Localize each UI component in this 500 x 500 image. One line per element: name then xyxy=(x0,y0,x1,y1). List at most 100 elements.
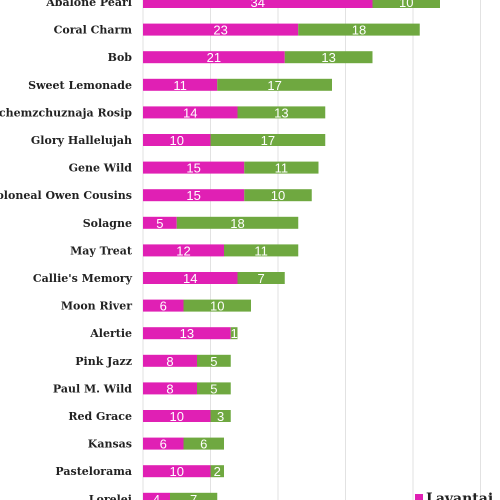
data-label: 11 xyxy=(173,78,187,93)
data-label: 11 xyxy=(254,243,268,258)
bar-series-2 xyxy=(170,492,218,500)
bar-series-2 xyxy=(298,23,420,36)
category-label: Bob xyxy=(108,51,133,64)
legend-swatch-lavantai xyxy=(415,494,423,500)
data-label: 8 xyxy=(166,354,173,369)
data-label: 7 xyxy=(190,492,197,500)
bar-series-2 xyxy=(244,161,319,174)
category-label: Moon River xyxy=(61,300,132,313)
data-label: 6 xyxy=(160,299,167,314)
bar-lavantai xyxy=(143,106,238,119)
bar-series-2 xyxy=(217,78,332,91)
data-label: 18 xyxy=(230,216,244,231)
bar-lavantai xyxy=(143,437,184,450)
bar-lavantai xyxy=(143,327,231,340)
category-label: May Treat xyxy=(70,244,133,257)
data-label: 10 xyxy=(170,464,184,479)
category-label: Pink Jazz xyxy=(75,355,132,368)
category-label: Kansas xyxy=(88,438,132,451)
category-label: Glory Hallelujah xyxy=(31,134,132,147)
bar-lavantai xyxy=(143,51,285,64)
data-label: 10 xyxy=(210,299,224,314)
category-label: Paul M. Wild xyxy=(53,382,132,395)
bar-lavantai xyxy=(143,23,299,36)
data-label: 10 xyxy=(170,133,184,148)
category-label: Alertie xyxy=(89,327,132,340)
bar-series-2 xyxy=(183,437,224,450)
bar-lavantai xyxy=(143,382,197,395)
bar-series-2 xyxy=(237,106,326,119)
data-label: 12 xyxy=(176,243,190,258)
bar-lavantai xyxy=(143,244,224,257)
data-label: 6 xyxy=(160,437,167,452)
category-label: Abalone Pearl xyxy=(45,0,132,9)
bar-series-2 xyxy=(183,299,251,312)
bar-series-2 xyxy=(197,382,231,395)
bar-lavantai xyxy=(143,272,238,284)
bar-lavantai xyxy=(143,216,177,229)
data-label: 5 xyxy=(210,354,217,369)
bar-series-2 xyxy=(237,272,285,284)
data-label: 10 xyxy=(271,188,285,203)
data-label: 5 xyxy=(156,216,163,231)
data-label: 6 xyxy=(200,437,207,452)
data-label: 4 xyxy=(153,492,160,500)
data-label: 17 xyxy=(261,133,275,148)
data-label: 13 xyxy=(180,326,194,341)
category-label: Zachemzchuznaja Rosip xyxy=(0,106,132,119)
legend-label-lavantai: Lavantai xyxy=(426,491,493,500)
bar-series-2 xyxy=(210,465,224,478)
data-label: 3 xyxy=(217,409,224,424)
data-label: 13 xyxy=(321,50,335,65)
data-label: 1 xyxy=(231,326,238,341)
bar-lavantai xyxy=(143,189,245,202)
category-labels: Abalone Pearl Coral Charm Bob Sweet Lemonad… xyxy=(0,0,133,500)
data-label: 14 xyxy=(183,105,197,120)
bar-series-2 xyxy=(224,244,299,257)
data-label: 10 xyxy=(170,409,184,424)
data-label: 18 xyxy=(352,23,366,38)
data-label: 21 xyxy=(207,50,221,65)
data-label: 11 xyxy=(275,161,289,176)
category-label: Red Grace xyxy=(68,410,132,423)
bar-lavantai xyxy=(143,78,218,91)
bar-lavantai xyxy=(143,354,197,367)
data-label: 15 xyxy=(186,188,200,203)
data-label: 5 xyxy=(210,381,217,396)
legend: Lavantai xyxy=(415,491,493,500)
category-label: Solagne xyxy=(83,217,132,230)
bar-lavantai xyxy=(143,410,211,422)
bar-series-2 xyxy=(230,327,238,340)
data-label: 8 xyxy=(166,381,173,396)
bar-series-2 xyxy=(372,0,440,8)
data-label: 23 xyxy=(213,23,227,38)
bar-lavantai xyxy=(143,134,211,146)
data-label: 10 xyxy=(399,0,413,10)
bar-series-2 xyxy=(210,410,231,422)
category-label: Callie's Memory xyxy=(33,272,133,285)
category-label: Gene Wild xyxy=(69,162,133,175)
bar-lavantai xyxy=(143,0,373,8)
bar-series-2 xyxy=(197,354,231,367)
bar-lavantai xyxy=(143,465,211,478)
data-label: 17 xyxy=(267,78,281,93)
category-label: Coral Charm xyxy=(54,24,133,37)
category-label: Sweet Lemonade xyxy=(28,79,132,92)
data-label: 14 xyxy=(183,271,197,286)
bar-lavantai xyxy=(143,492,170,500)
data-label: 13 xyxy=(274,105,288,120)
data-label: 15 xyxy=(186,161,200,176)
data-label: 7 xyxy=(258,271,265,286)
data-label: 34 xyxy=(251,0,265,10)
bar-series-2 xyxy=(176,216,299,229)
category-label: Coloneal Owen Cousins xyxy=(0,189,132,202)
bar-series-2 xyxy=(284,51,373,64)
bar-series-2 xyxy=(244,189,312,202)
data-label: 2 xyxy=(214,464,221,479)
bar-lavantai xyxy=(143,299,184,312)
category-label: Pastelorama xyxy=(55,465,132,478)
bar-lavantai xyxy=(143,161,245,174)
category-label: Lorelei xyxy=(89,493,132,500)
